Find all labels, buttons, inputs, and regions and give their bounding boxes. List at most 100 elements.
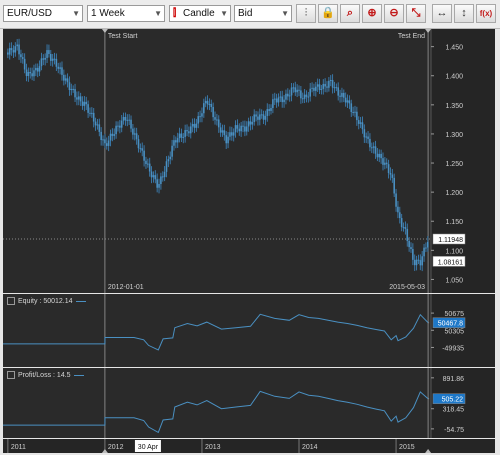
candle-body: [100, 131, 102, 141]
candle-body: [257, 116, 259, 120]
scale-horizontal-button[interactable]: ↔: [432, 4, 452, 23]
candle-body: [385, 162, 388, 165]
equity-axis-bg: [431, 294, 495, 367]
candle-body: [354, 111, 356, 113]
candle-body: [309, 88, 312, 97]
candle-body: [242, 125, 244, 127]
candle-body: [343, 92, 345, 98]
candle-body: [44, 57, 46, 60]
candle-body: [204, 100, 207, 104]
candle-body: [311, 87, 313, 89]
chevron-down-icon: ▼: [72, 9, 80, 18]
candle-body: [154, 175, 157, 180]
side-value: Bid: [238, 8, 253, 19]
symbol-select[interactable]: EUR/USD ▼: [3, 5, 83, 22]
candle-body: [89, 112, 91, 114]
candle-body: [195, 123, 198, 128]
candle-body: [197, 116, 200, 124]
period-select[interactable]: 1 Week ▼: [87, 5, 165, 22]
candle-body: [193, 124, 196, 128]
candle-body: [313, 87, 315, 91]
test-end-date: 2015-05-03: [389, 284, 425, 291]
profit-loss-tick-label: 318.45: [443, 407, 465, 414]
candle-body: [292, 87, 295, 89]
candle-body: [210, 104, 213, 108]
equity-line: [3, 313, 429, 351]
equity-title: Equity: [18, 297, 38, 305]
candle-body: [135, 133, 138, 140]
candle-body: [133, 133, 136, 135]
candle-body: [18, 44, 20, 55]
marker-arrow: [101, 29, 108, 33]
candle-body: [415, 259, 418, 266]
profit-loss-checkbox[interactable]: [7, 371, 15, 379]
candle-body: [221, 130, 224, 133]
candle-body: [262, 114, 265, 120]
candle-body: [167, 159, 170, 162]
zoom-out-button[interactable]: ⊖: [384, 4, 404, 23]
time-tick-label: 2011: [11, 444, 26, 451]
zoom-fit-button[interactable]: ⌕: [340, 4, 360, 23]
candle-body: [425, 247, 427, 249]
equity-tick-label: 50675: [445, 311, 465, 318]
candle-body: [367, 136, 369, 139]
candle-body: [408, 240, 410, 248]
price-tick-label: 1.350: [445, 103, 463, 110]
candle-body: [251, 121, 254, 125]
time-axis[interactable]: 2011 2012 2013 2014 2015 30 Apr: [3, 439, 495, 453]
candle-body: [64, 78, 67, 81]
zoom-in-button[interactable]: ⊕: [362, 4, 382, 23]
time-tick-label: 2012: [108, 444, 124, 451]
candle-body: [14, 46, 17, 53]
candle-body: [189, 126, 192, 134]
candle-body: [357, 120, 360, 124]
candle-body: [105, 143, 108, 146]
candle-body: [36, 67, 39, 72]
candle-body: [328, 80, 330, 88]
candle-body: [156, 179, 158, 188]
lock-button[interactable]: 🔒: [318, 4, 338, 23]
candle-body: [184, 130, 186, 137]
profit-loss-chart: 891.86 318.45 -54.75 505.22: [3, 368, 495, 438]
candle-body: [398, 212, 401, 219]
candle-body: [91, 112, 93, 114]
candle-body: [70, 88, 73, 91]
scale-vertical-button[interactable]: ↕: [454, 4, 474, 23]
candle-body: [77, 96, 80, 100]
zoom-reset-button[interactable]: ⤡: [406, 4, 426, 23]
candle-body: [370, 147, 373, 149]
candle-body: [119, 125, 121, 128]
price-tick-label: 1.100: [445, 248, 463, 255]
candle-body: [152, 175, 155, 178]
side-select[interactable]: Bid ▼: [234, 5, 292, 22]
formula-button[interactable]: f(x): [476, 4, 496, 23]
equity-checkbox[interactable]: [7, 297, 15, 305]
zoom-out-icon: ⊖: [389, 7, 399, 19]
candle-body: [81, 101, 84, 106]
candle-body: [395, 193, 397, 207]
price-axis-bg: [431, 29, 495, 293]
candle-body: [31, 73, 33, 77]
candle-body: [240, 125, 242, 132]
candle-body: [223, 130, 226, 136]
candle-body: [266, 109, 269, 116]
candle-body: [333, 87, 336, 89]
chart-type-select[interactable]: ⫿ Candle ▼: [169, 5, 231, 22]
equity-pane[interactable]: 50675 50305 -49935 50467.8 Equity : 50012.1…: [3, 294, 495, 367]
candle-body: [361, 122, 364, 130]
candle-body: [143, 150, 145, 161]
candle-body: [68, 82, 71, 91]
candle-body: [85, 101, 88, 105]
candle-body: [225, 135, 228, 144]
price-tick-label: 1.200: [445, 190, 463, 197]
candle-body: [63, 74, 65, 81]
candle-body: [27, 71, 30, 76]
chart-toolbar: EUR/USD ▼ 1 Week ▼ ⫿ Candle ▼ Bid ▼ ⫶ 🔒 ⌕ ⊕ ⊖…: [0, 0, 500, 29]
candle-body: [201, 113, 203, 117]
profit-loss-pane[interactable]: 891.86 318.45 -54.75 505.22 Profit/Loss : 1…: [3, 368, 495, 438]
indicator-button[interactable]: ⫶: [296, 4, 316, 23]
price-chart-pane[interactable]: 1.050 1.100 1.150 1.200 1.250 1.300 1.350 1.400…: [3, 29, 495, 293]
price-tick-label: 1.150: [445, 219, 463, 226]
equity-chart: 50675 50305 -49935 50467.8: [3, 294, 495, 367]
candle-body: [87, 104, 89, 113]
